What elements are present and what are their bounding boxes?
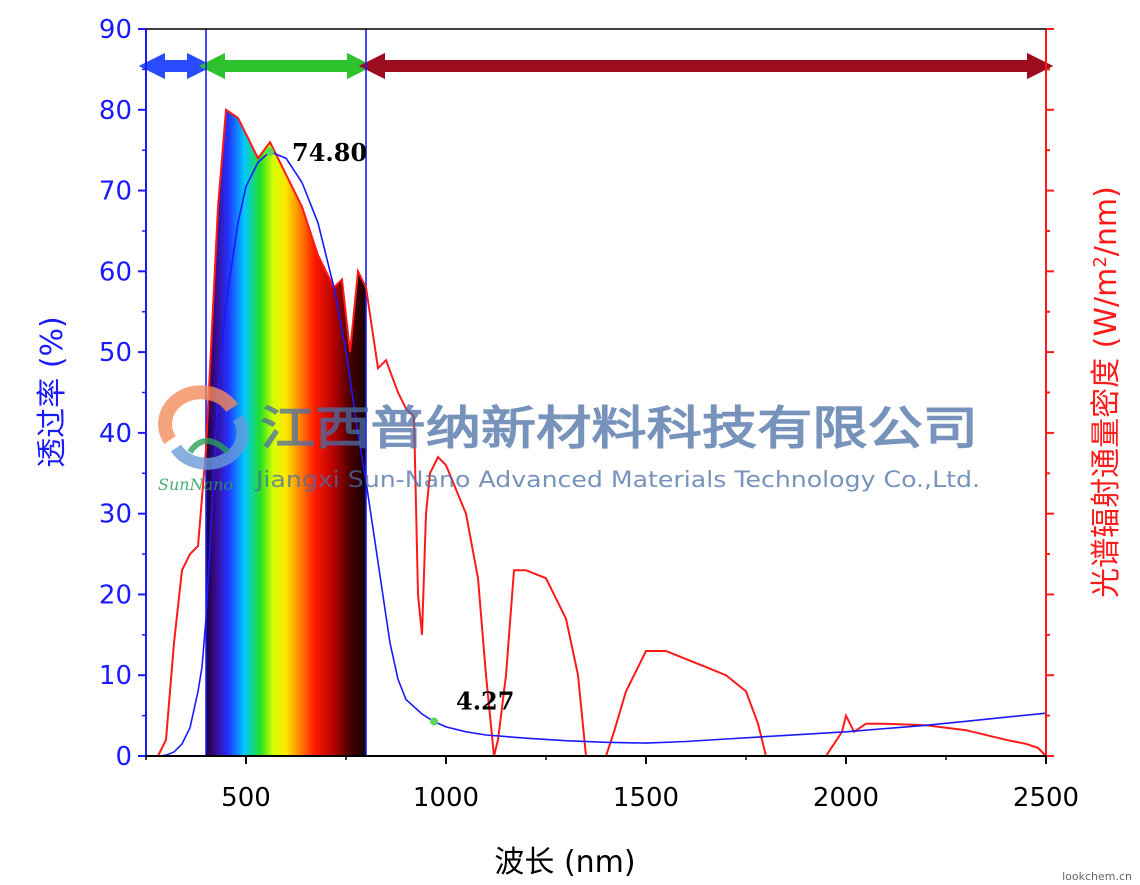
y-right-title-prefix: 光谱辐射通量密度 (W/m [1089, 268, 1124, 598]
annotation-point-1 [266, 147, 274, 156]
x-tick-label: 1000 [413, 783, 479, 813]
y-left-tick-label: 20 [99, 580, 132, 610]
logo-text: SunNano [158, 475, 233, 494]
annotation-label-1: 74.80 [292, 138, 367, 167]
x-axis-title: 波长 (nm) [494, 845, 635, 880]
y-left-tick-label: 40 [99, 419, 132, 449]
y-left-tick-label: 80 [99, 96, 132, 126]
company-watermark: SunNano 江西普纳新材料科技有限公司 Jiangxi Sun-Nano A… [158, 385, 980, 494]
annotation-label-2: 4.27 [456, 687, 514, 716]
x-tick-label: 2000 [813, 783, 879, 813]
y-left-tick-label: 0 [115, 742, 132, 772]
transmittance-line [157, 150, 1047, 757]
y-right-title-suffix: /nm) [1089, 186, 1124, 256]
y-left-tick-label: 60 [99, 257, 132, 287]
y-left-axis-title: 透过率 (%) [35, 316, 70, 467]
y-right-title-sup: 2 [1090, 256, 1111, 267]
x-tick-label: 2500 [1013, 783, 1079, 813]
annotation-point-2 [430, 717, 438, 726]
y-left-tick-label: 70 [99, 177, 132, 207]
y-left-tick-label: 90 [99, 15, 132, 45]
y-left-tick-label: 50 [99, 338, 132, 368]
sunnano-logo-icon [158, 385, 249, 470]
y-left-tick-label: 30 [99, 500, 132, 530]
source-credit: lookchem.cn [1062, 870, 1132, 883]
watermark-company-cn: 江西普纳新材料科技有限公司 [260, 401, 978, 455]
y-right-axis-title: 光谱辐射通量密度 (W/m2/nm) [1089, 186, 1124, 598]
x-tick-label: 1500 [613, 783, 679, 813]
y-left-tick-label: 10 [99, 661, 132, 691]
watermark-company-en: Jiangxi Sun-Nano Advanced Materials Tech… [254, 468, 980, 493]
x-tick-label: 500 [221, 783, 271, 813]
